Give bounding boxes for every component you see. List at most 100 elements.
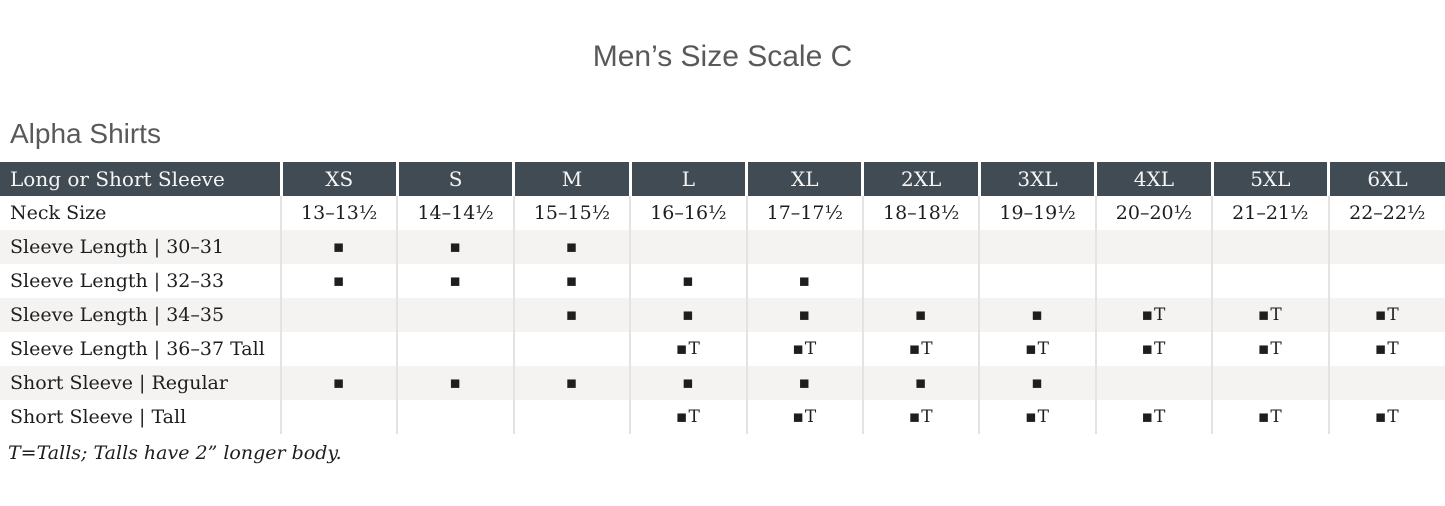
table-row: Sleeve Length | 30–31 ▪ ▪ ▪ <box>0 230 1445 264</box>
neck-size-value: 18–18½ <box>861 196 980 230</box>
dot-tall-marker: ▪T <box>1327 400 1445 434</box>
dot-tall-marker: ▪T <box>978 400 1096 434</box>
dot-marker: ▪ <box>861 366 980 400</box>
dot-tall-marker: ▪T <box>1211 332 1329 366</box>
empty-cell <box>512 400 631 434</box>
empty-cell <box>396 400 514 434</box>
dot-tall-marker: ▪T <box>861 400 980 434</box>
dot-marker: ▪ <box>396 366 514 400</box>
dot-marker: ▪ <box>629 366 747 400</box>
neck-size-value: 15–15½ <box>512 196 631 230</box>
empty-cell <box>1327 264 1445 298</box>
neck-size-value: 19–19½ <box>978 196 1096 230</box>
header-size-3xl: 3XL <box>977 162 1096 196</box>
dot-marker: ▪ <box>396 230 514 264</box>
size-table: Long or Short Sleeve XS S M L XL 2XL 3XL 4XL 5XL… <box>0 162 1445 434</box>
empty-cell <box>1211 264 1329 298</box>
dot-tall-marker: ▪T <box>1094 332 1213 366</box>
table-row: Short Sleeve | Regular ▪ ▪ ▪ ▪ ▪ ▪ ▪ <box>0 366 1445 400</box>
empty-cell <box>861 230 980 264</box>
table-header-row: Long or Short Sleeve XS S M L XL 2XL 3XL 4XL 5XL… <box>0 162 1445 196</box>
empty-cell <box>1211 366 1329 400</box>
table-row: Sleeve Length | 32–33 ▪ ▪ ▪ ▪ ▪ <box>0 264 1445 298</box>
header-label: Long or Short Sleeve <box>0 162 281 196</box>
dot-marker: ▪ <box>512 264 631 298</box>
row-label: Sleeve Length | 34–35 <box>0 298 281 332</box>
neck-size-value: 14–14½ <box>396 196 514 230</box>
row-label: Sleeve Length | 30–31 <box>0 230 281 264</box>
neck-size-value: 20–20½ <box>1094 196 1213 230</box>
header-size-5xl: 5XL <box>1210 162 1329 196</box>
dot-marker: ▪ <box>512 366 631 400</box>
dot-tall-marker: ▪T <box>1094 298 1213 332</box>
empty-cell <box>1094 230 1213 264</box>
table-body: Neck Size 13–13½ 14–14½ 15–15½ 16–16½ 17–17½… <box>0 196 1445 434</box>
empty-cell <box>861 264 980 298</box>
row-label: Short Sleeve | Regular <box>0 366 281 400</box>
empty-cell <box>978 230 1096 264</box>
dot-tall-marker: ▪T <box>629 400 747 434</box>
row-label: Sleeve Length | 36–37 Tall <box>0 332 281 366</box>
dot-marker: ▪ <box>629 298 747 332</box>
empty-cell <box>279 400 398 434</box>
neck-size-value: 17–17½ <box>745 196 863 230</box>
dot-tall-marker: ▪T <box>629 332 747 366</box>
row-label: Sleeve Length | 32–33 <box>0 264 281 298</box>
neck-size-value: 21–21½ <box>1211 196 1329 230</box>
dot-marker: ▪ <box>629 264 747 298</box>
header-size-6xl: 6XL <box>1327 162 1445 196</box>
dot-marker: ▪ <box>745 366 863 400</box>
empty-cell <box>1327 366 1445 400</box>
dot-tall-marker: ▪T <box>745 400 863 434</box>
page-title: Men’s Size Scale C <box>592 40 853 73</box>
dot-tall-marker: ▪T <box>1094 400 1213 434</box>
header-size-xl: XL <box>745 162 863 196</box>
neck-size-value: 13–13½ <box>279 196 398 230</box>
empty-cell <box>279 332 398 366</box>
header-size-m: M <box>512 162 631 196</box>
dot-marker: ▪ <box>396 264 514 298</box>
empty-cell <box>1327 230 1445 264</box>
empty-cell <box>1211 230 1329 264</box>
dot-marker: ▪ <box>745 264 863 298</box>
empty-cell <box>978 264 1096 298</box>
dot-marker: ▪ <box>861 298 980 332</box>
dot-tall-marker: ▪T <box>861 332 980 366</box>
table-row: Short Sleeve | Tall ▪T ▪T ▪T ▪T ▪T ▪T ▪T <box>0 400 1445 434</box>
empty-cell <box>396 332 514 366</box>
dot-marker: ▪ <box>279 264 398 298</box>
dot-tall-marker: ▪T <box>1211 400 1329 434</box>
table-row: Sleeve Length | 36–37 Tall ▪T ▪T ▪T ▪T ▪T ▪T ▪T <box>0 332 1445 366</box>
table-row: Sleeve Length | 34–35 ▪ ▪ ▪ ▪ ▪ ▪T ▪T ▪T <box>0 298 1445 332</box>
header-size-s: S <box>395 162 514 196</box>
empty-cell <box>512 332 631 366</box>
empty-cell <box>745 230 863 264</box>
neck-size-value: 16–16½ <box>629 196 747 230</box>
empty-cell <box>279 298 398 332</box>
neck-size-row: Neck Size 13–13½ 14–14½ 15–15½ 16–16½ 17–17½… <box>0 196 1445 230</box>
dot-marker: ▪ <box>978 366 1096 400</box>
empty-cell <box>629 230 747 264</box>
neck-size-value: 22–22½ <box>1327 196 1445 230</box>
dot-tall-marker: ▪T <box>1327 332 1445 366</box>
empty-cell <box>1094 366 1213 400</box>
size-chart-page: Men’s Size Scale C Alpha Shirts Long or … <box>0 40 1445 506</box>
dot-marker: ▪ <box>279 230 398 264</box>
section-heading: Alpha Shirts <box>10 118 161 149</box>
neck-size-label: Neck Size <box>0 196 281 230</box>
header-size-l: L <box>628 162 747 196</box>
footnote: T=Talls; Talls have 2” longer body. <box>8 442 342 464</box>
empty-cell <box>396 298 514 332</box>
dot-tall-marker: ▪T <box>1327 298 1445 332</box>
dot-tall-marker: ▪T <box>1211 298 1329 332</box>
dot-marker: ▪ <box>978 298 1096 332</box>
empty-cell <box>1094 264 1213 298</box>
row-label: Short Sleeve | Tall <box>0 400 281 434</box>
dot-tall-marker: ▪T <box>745 332 863 366</box>
header-size-4xl: 4XL <box>1094 162 1213 196</box>
header-size-2xl: 2XL <box>861 162 980 196</box>
dot-marker: ▪ <box>745 298 863 332</box>
dot-marker: ▪ <box>512 298 631 332</box>
dot-tall-marker: ▪T <box>978 332 1096 366</box>
dot-marker: ▪ <box>279 366 398 400</box>
